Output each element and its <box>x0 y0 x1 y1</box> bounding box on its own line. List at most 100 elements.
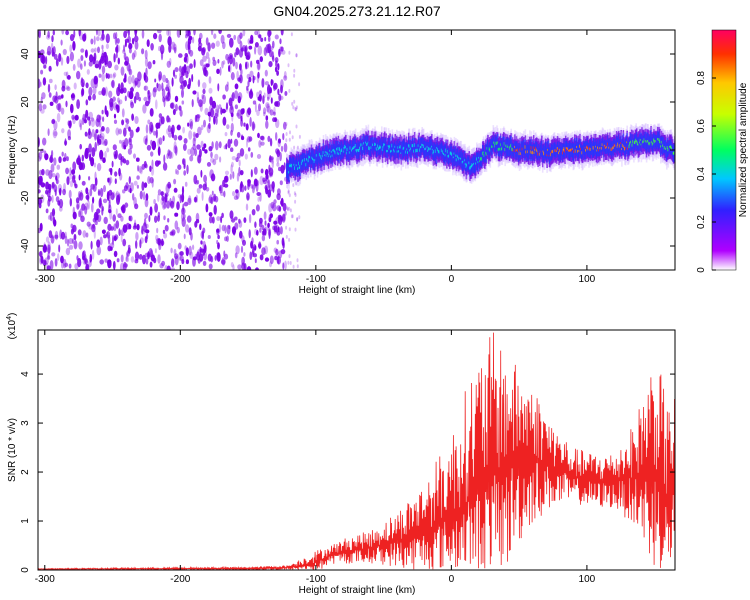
noise-speckle <box>52 30 55 36</box>
noise-speckle <box>103 216 108 225</box>
noise-speckle <box>115 190 120 201</box>
signal-core <box>530 146 533 150</box>
noise-speckle <box>174 146 178 156</box>
noise-speckle <box>106 110 109 118</box>
noise-speckle <box>72 63 76 71</box>
noise-speckle <box>56 112 61 123</box>
noise-speckle <box>232 229 236 236</box>
noise-speckle <box>105 33 110 44</box>
noise-speckle <box>258 103 261 112</box>
noise-speckle <box>76 203 80 210</box>
noise-speckle <box>202 55 207 62</box>
noise-speckle <box>296 217 299 222</box>
noise-speckle <box>213 115 216 125</box>
noise-speckle <box>288 88 291 93</box>
noise-speckle <box>67 120 71 126</box>
noise-speckle <box>216 252 221 262</box>
noise-speckle <box>205 203 209 213</box>
noise-speckle <box>99 129 103 135</box>
noise-speckle <box>46 262 49 270</box>
noise-speckle <box>105 126 110 134</box>
noise-speckle <box>282 214 286 222</box>
noise-speckle <box>266 103 270 113</box>
noise-speckle <box>208 115 211 123</box>
noise-speckle <box>277 63 280 71</box>
noise-speckle <box>258 221 263 228</box>
noise-speckle <box>196 144 201 150</box>
noise-speckle <box>58 156 62 164</box>
noise-speckle <box>272 117 276 123</box>
noise-speckle <box>192 256 197 261</box>
noise-speckle <box>72 224 77 233</box>
noise-speckle <box>94 47 97 53</box>
snr-y-ticks: 0 1 2 3 4 <box>20 371 675 573</box>
noise-speckle <box>90 38 94 45</box>
noise-speckle <box>273 106 276 115</box>
noise-speckle <box>275 60 278 68</box>
noise-speckle <box>171 230 176 237</box>
noise-speckle <box>239 170 244 176</box>
noise-speckle <box>92 217 97 223</box>
noise-speckle <box>230 72 235 81</box>
noise-speckle <box>48 78 53 84</box>
noise-speckle <box>204 107 209 116</box>
noise-speckle <box>189 118 194 127</box>
noise-speckle <box>99 259 104 265</box>
colorbar-gradient <box>711 29 737 271</box>
noise-speckle <box>267 227 272 237</box>
noise-speckle <box>207 111 212 117</box>
noise-speckle <box>138 97 141 102</box>
noise-speckle <box>282 202 287 212</box>
signal-mid <box>529 140 531 156</box>
noise-speckle <box>222 116 227 126</box>
x-tick-label: 0 <box>449 574 455 585</box>
noise-speckle <box>181 100 185 105</box>
noise-speckle <box>277 217 281 225</box>
noise-speckle <box>168 30 171 38</box>
noise-speckle <box>118 193 121 201</box>
noise-speckle <box>162 229 166 234</box>
noise-speckle <box>141 181 145 192</box>
noise-speckle <box>125 251 128 262</box>
noise-speckle <box>89 54 94 63</box>
noise-speckle <box>73 82 77 90</box>
noise-speckle <box>65 100 68 108</box>
noise-speckle <box>158 74 161 82</box>
noise-speckle <box>90 157 95 167</box>
noise-speckle <box>236 131 241 138</box>
noise-speckle <box>80 190 83 197</box>
noise-speckle <box>43 242 46 251</box>
noise-speckle <box>126 118 130 125</box>
noise-speckle <box>216 228 220 233</box>
noise-speckle <box>229 173 232 180</box>
noise-speckle <box>265 115 269 121</box>
noise-speckle <box>46 190 51 198</box>
noise-speckle <box>122 158 127 164</box>
noise-speckle <box>137 71 142 82</box>
noise-speckle <box>224 132 228 137</box>
noise-speckle <box>225 143 228 150</box>
noise-speckle <box>230 164 233 174</box>
noise-speckle <box>186 215 192 223</box>
noise-speckle <box>68 238 73 245</box>
noise-speckle <box>58 53 62 62</box>
noise-speckle <box>245 61 248 70</box>
noise-speckle <box>225 53 229 61</box>
noise-speckle <box>263 111 266 117</box>
noise-speckle <box>251 250 255 257</box>
figure-title: GN04.2025.273.21.12.R07 <box>273 3 441 19</box>
noise-speckle <box>264 257 270 262</box>
noise-speckle <box>64 138 67 146</box>
noise-speckle <box>263 47 267 57</box>
noise-speckle <box>222 41 226 50</box>
noise-speckle <box>234 216 238 221</box>
noise-speckle <box>153 257 157 264</box>
noise-speckle <box>179 109 183 117</box>
noise-speckle <box>291 101 294 106</box>
noise-speckle <box>125 159 130 166</box>
noise-speckle <box>41 168 45 176</box>
y-tick-label: 1 <box>20 518 31 524</box>
noise-speckle <box>210 107 215 118</box>
noise-speckle <box>276 155 280 164</box>
noise-speckle <box>256 192 261 196</box>
